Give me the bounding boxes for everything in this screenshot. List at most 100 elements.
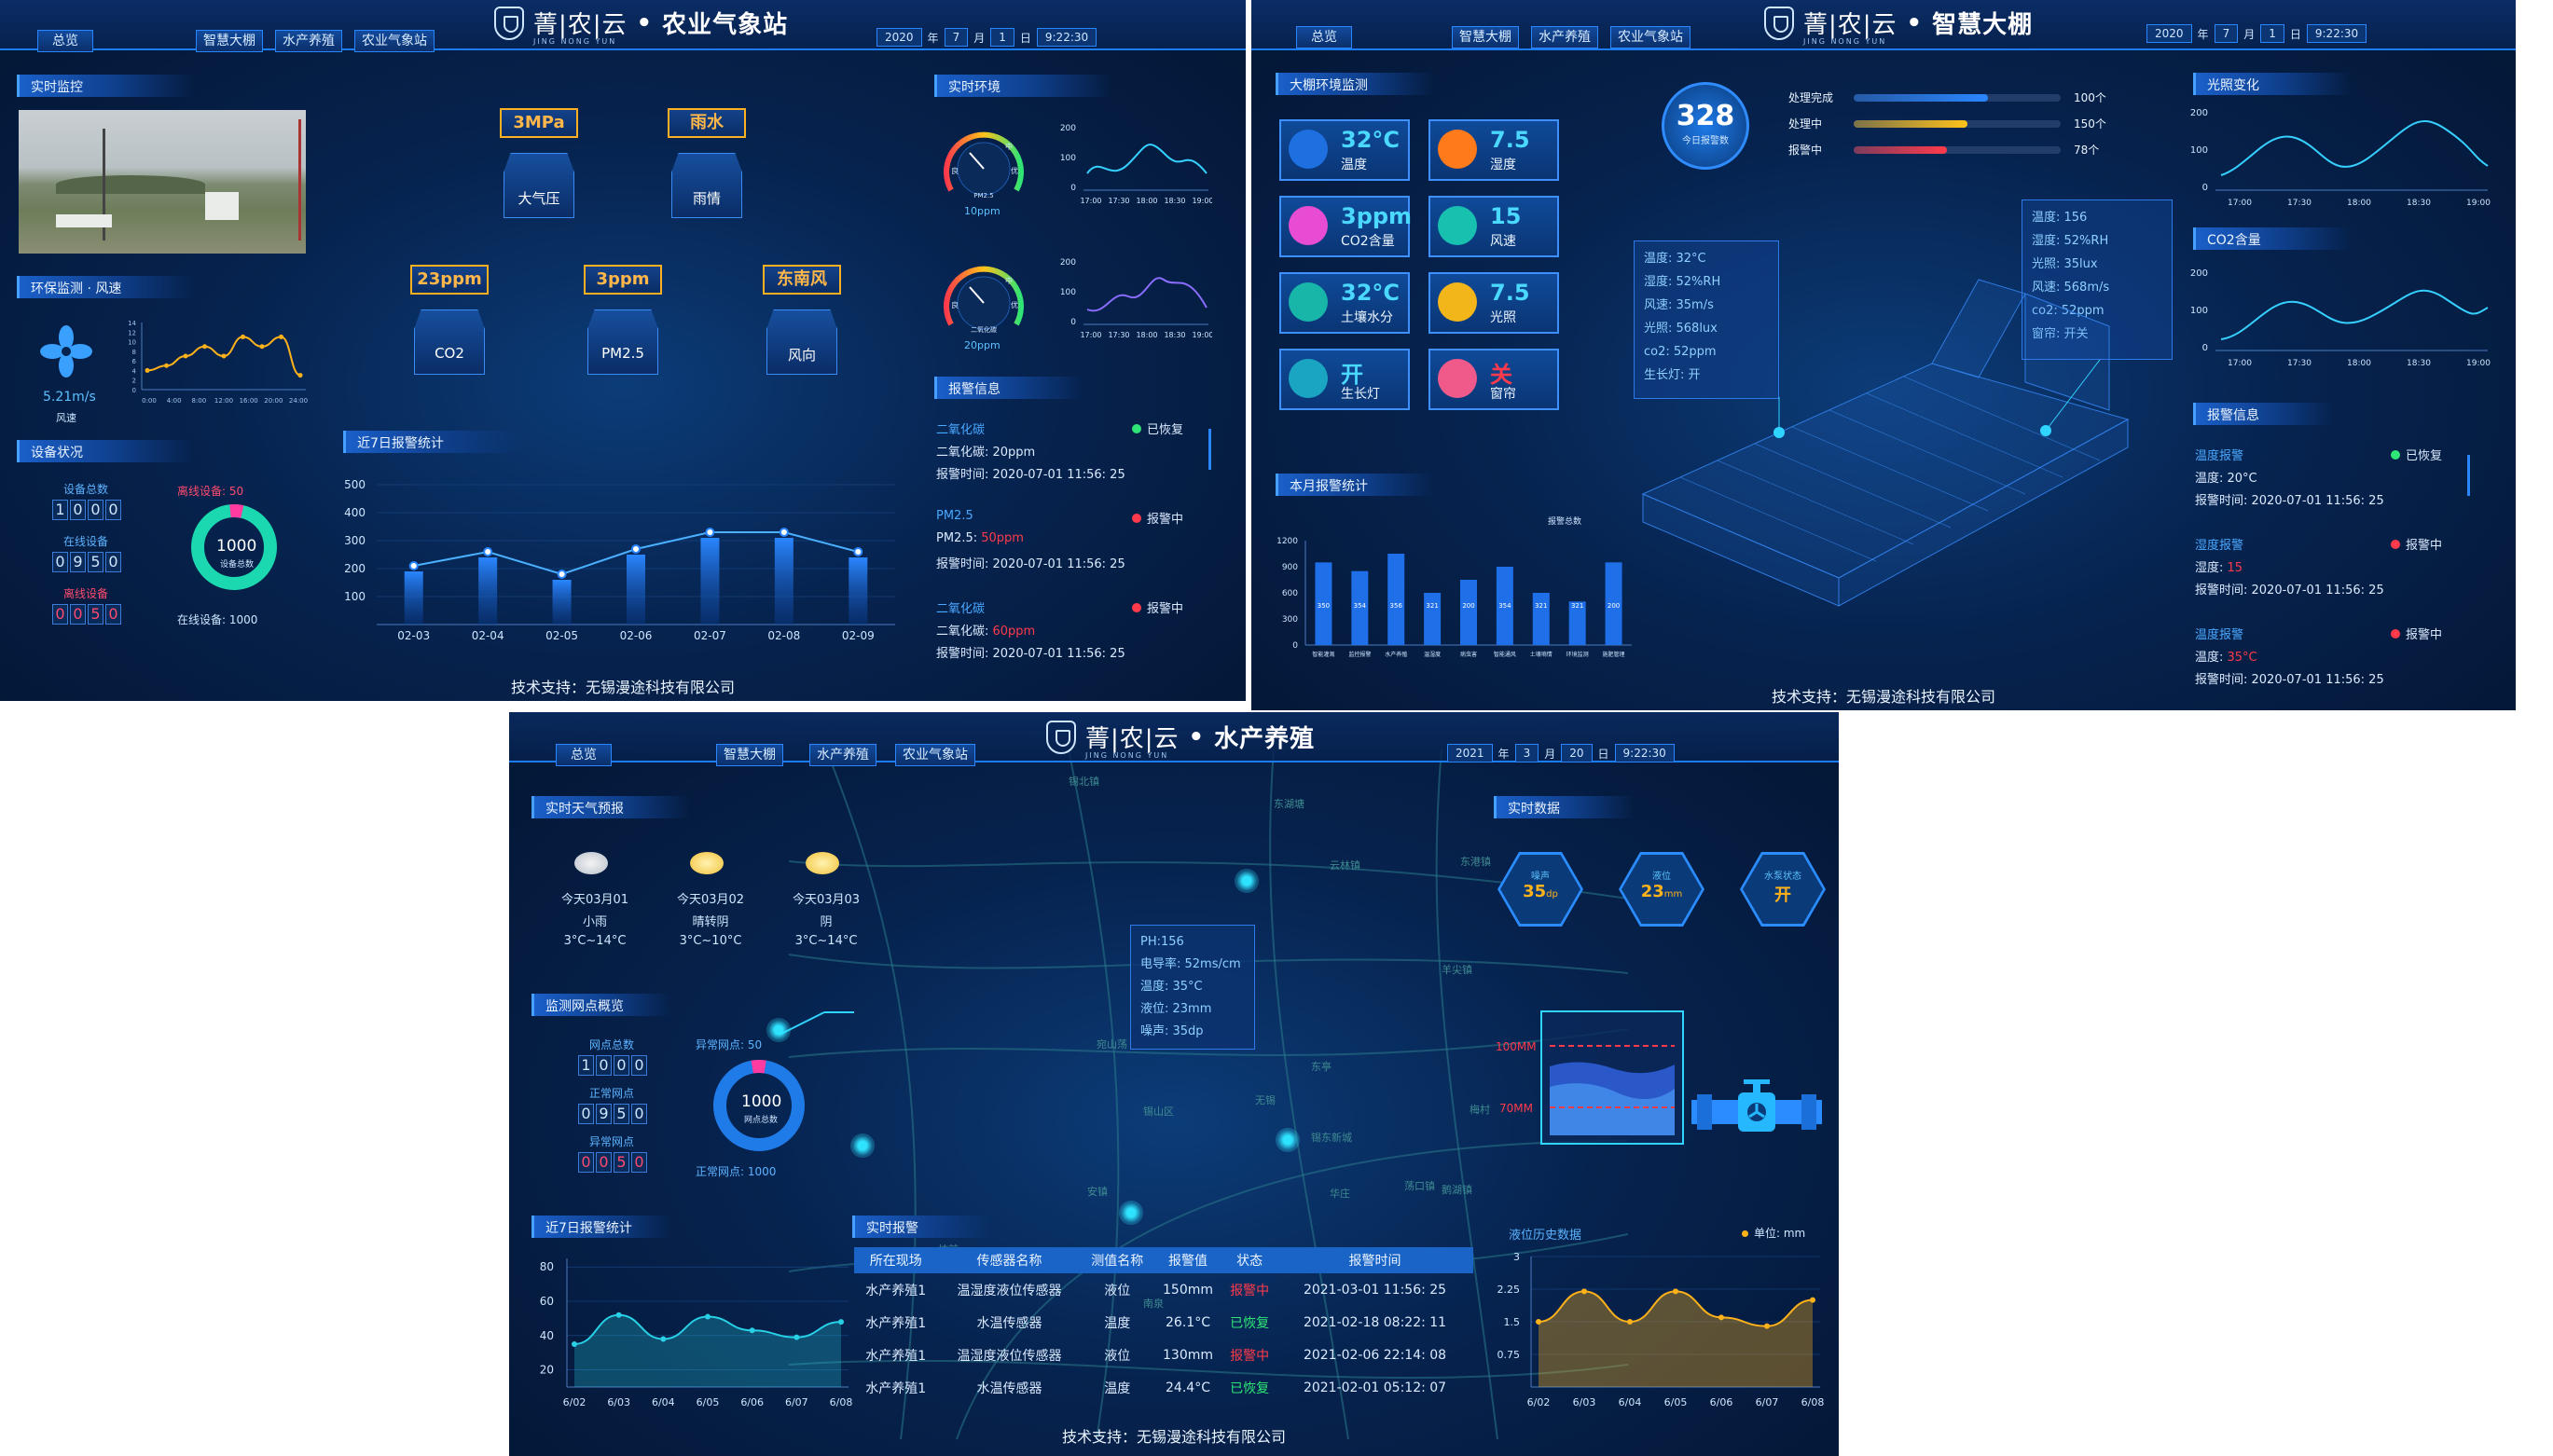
- nav-greenhouse[interactable]: 智慧大棚: [1452, 26, 1519, 48]
- alarm-value-number: 50ppm: [981, 531, 1024, 545]
- digit-cell: 1: [52, 500, 68, 520]
- x-tick: 6/07: [785, 1396, 808, 1408]
- nav-weather[interactable]: 农业气象站: [1610, 26, 1690, 48]
- nav-greenhouse[interactable]: 智慧大棚: [716, 744, 783, 766]
- x-tick: 02-08: [767, 629, 800, 642]
- gauge-arc: [944, 131, 1024, 192]
- scroll-indicator[interactable]: [1208, 429, 1211, 470]
- alarm-value-number: 20ppm: [992, 446, 1036, 460]
- wind-point: [202, 344, 207, 350]
- nav-overview[interactable]: 总览: [1296, 26, 1352, 48]
- alarm-value-label: 湿度:: [2195, 561, 2228, 575]
- bar: [849, 557, 868, 625]
- digit-cell: 0: [631, 1055, 647, 1076]
- env-card[interactable]: 开生长灯: [1279, 349, 1410, 410]
- table-row[interactable]: 水产养殖1 温湿度液位传感器 液位 150mm 报警中 2021-03-01 11:56:…: [854, 1273, 1473, 1306]
- level-chart: 3 2.25 1.5 0.75 6/02 6/03 6/04 6/05 6/06 6/07 6/08: [1497, 1251, 1825, 1408]
- scroll-indicator[interactable]: [2467, 455, 2470, 496]
- digit-cell: 0: [70, 604, 86, 625]
- wind-label: 风速: [56, 412, 76, 424]
- y-tick: 100: [344, 590, 366, 603]
- ring-top-label: 离线设备: 50: [177, 485, 244, 498]
- gauge-needle: [969, 286, 985, 304]
- table-cell: 温度: [1104, 1315, 1131, 1331]
- x-tick: 17:00: [2228, 359, 2252, 368]
- sensor-cube: [504, 153, 574, 218]
- alarm-red-dot: [2391, 540, 2400, 549]
- env-card[interactable]: 7.5 湿度: [1428, 119, 1559, 181]
- date-year: 2020: [876, 28, 922, 47]
- table-row[interactable]: 水产养殖1 水温传感器 温度 26.1°C 已恢复 2021-02-18 08:22: 1…: [854, 1306, 1473, 1339]
- gauge-tick: 中: [1005, 276, 1013, 285]
- table-row[interactable]: 水产养殖1 温湿度液位传感器 液位 130mm 报警中 2021-02-06 22:14:…: [854, 1339, 1473, 1371]
- nav-aquaculture[interactable]: 水产养殖: [1531, 26, 1598, 48]
- env-card[interactable]: 15 风速: [1428, 196, 1559, 257]
- x-tick: 02-05: [545, 629, 578, 642]
- env-card-value: 15: [1490, 203, 1522, 229]
- hex-value: 开: [1743, 882, 1823, 906]
- map-marker[interactable]: [1276, 1128, 1300, 1152]
- env-card[interactable]: 7.5 光照: [1428, 272, 1559, 334]
- bar: [1496, 567, 1513, 645]
- bar-label: 321: [1426, 602, 1438, 610]
- page-title: 农业气象站: [662, 11, 789, 39]
- digit-cell: 0: [614, 1055, 629, 1076]
- device-ring: [191, 504, 277, 590]
- table-row[interactable]: 水产养殖1 水温传感器 温度 24.4°C 已恢复 2021-02-01 05:12: 0…: [854, 1371, 1473, 1404]
- digit-cell: 0: [631, 1152, 647, 1173]
- map-marker[interactable]: [1235, 869, 1259, 893]
- env-card[interactable]: 32°C 温度: [1279, 119, 1410, 181]
- camera-feed[interactable]: [19, 110, 306, 254]
- nav-weather[interactable]: 农业气象站: [895, 744, 975, 766]
- alarm-value-number: 15: [2227, 561, 2243, 575]
- sun-cloud-icon: [806, 852, 839, 874]
- nav-overview[interactable]: 总览: [37, 30, 93, 52]
- day-unit: 日: [2289, 27, 2301, 41]
- nav-greenhouse[interactable]: 智慧大棚: [196, 30, 263, 52]
- wind-point: [145, 367, 150, 373]
- data-point: [408, 561, 419, 570]
- env-card[interactable]: 关窗帘: [1428, 349, 1559, 410]
- x-tick: 02-09: [842, 629, 875, 642]
- alarm7-chart: 80 60 40 20 6/02 6/03 6/04 6/05 6/06 6/07 6/08: [540, 1258, 852, 1408]
- water-tank: [1540, 1010, 1684, 1145]
- section-light: 光照变化: [2193, 73, 2352, 95]
- env-card[interactable]: 32°C 土壤水分: [1279, 272, 1410, 334]
- nav-overview[interactable]: 总览: [556, 744, 612, 766]
- weather-temp: 3°C~14°C: [794, 934, 858, 948]
- nav-weather[interactable]: 农业气象站: [354, 30, 435, 52]
- table-cell: 温度: [1104, 1380, 1131, 1396]
- net-ring: [713, 1060, 805, 1151]
- today-alarm-count: 328: [1676, 100, 1735, 132]
- table-cell: 水温传感器: [976, 1315, 1042, 1331]
- section-realtime-alarm: 实时报警: [852, 1216, 992, 1238]
- hex-number: 35: [1523, 882, 1547, 901]
- nav-aquaculture[interactable]: 水产养殖: [275, 30, 342, 52]
- x-tick: 6/08: [1801, 1396, 1825, 1408]
- alarm-status: 报警中: [1132, 509, 1183, 527]
- gauge: 良 中优 PM2.5: [944, 131, 1024, 199]
- map-marker[interactable]: [850, 1133, 875, 1158]
- alarm-time: 报警时间: 2020-07-01 11:56: 25: [936, 468, 1125, 482]
- env-card-label: 窗帘: [1490, 387, 1516, 402]
- brand-sub: JING NONG YUN: [533, 37, 617, 46]
- env-card[interactable]: 3ppm CO2含量: [1279, 196, 1412, 257]
- x-tick: 02-03: [397, 629, 430, 642]
- map-label: 华庄: [1330, 1187, 1350, 1200]
- alarm-value-label: 温度:: [2195, 472, 2228, 486]
- map-marker[interactable]: [1119, 1201, 1143, 1225]
- map-marker[interactable]: [766, 1018, 791, 1042]
- y-tick: 12: [128, 329, 136, 337]
- bar: [1387, 554, 1405, 645]
- x-tick: 6/05: [1664, 1396, 1688, 1408]
- alarm-time: 报警时间: 2020-07-01 11:56: 25: [936, 647, 1125, 661]
- day-unit: 日: [1597, 747, 1609, 761]
- data-point: [615, 1312, 622, 1318]
- x-tick: 0:00: [142, 397, 157, 405]
- digit-cell: 0: [70, 500, 86, 520]
- alarm-green-dot: [1132, 424, 1141, 433]
- env-card-value: 32°C: [1341, 280, 1401, 306]
- map-road: [956, 1140, 1629, 1440]
- nav-aquaculture[interactable]: 水产养殖: [809, 744, 876, 766]
